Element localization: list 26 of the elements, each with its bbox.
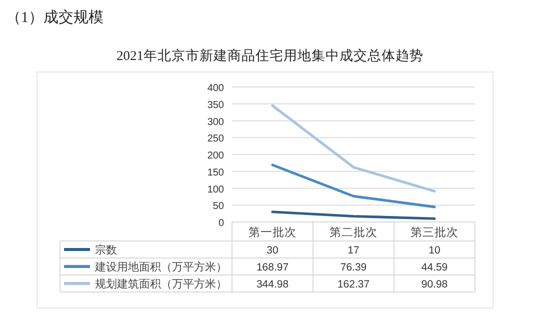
y-tick-label: 0	[218, 218, 224, 229]
legend-label: 建设用地面积（万平方米）	[94, 260, 227, 274]
annotation: （1）成交规模	[6, 10, 104, 26]
data-label: 10	[428, 244, 440, 256]
y-tick-label: 50	[212, 201, 224, 212]
x-tick-label: 第二批次	[330, 226, 378, 239]
data-label: 44.59	[421, 262, 448, 274]
y-tick-label: 250	[207, 134, 224, 145]
x-tick-label: 第三批次	[410, 226, 458, 239]
title: 2021年北京市新建商品住宅用地集中成交总体趋势	[116, 48, 424, 63]
x-tick-label: 第一批次	[248, 226, 296, 239]
legend-label: 宗数	[95, 244, 117, 256]
data-label: 168.97	[256, 262, 289, 274]
data-label: 76.39	[340, 262, 367, 274]
data-label: 17	[348, 244, 360, 256]
y-tick-label: 350	[207, 100, 224, 111]
y-tick-label: 400	[207, 83, 224, 94]
data-label: 344.98	[256, 278, 289, 290]
data-label: 162.37	[337, 278, 370, 290]
y-tick-label: 100	[207, 184, 224, 196]
y-tick-label: 200	[207, 150, 224, 162]
legend-label: 规划建筑面积（万平方米）	[95, 278, 227, 290]
data-label: 90.98	[421, 278, 448, 290]
data-label: 30	[266, 244, 278, 256]
y-tick-label: 300	[207, 116, 224, 128]
y-tick-label: 150	[207, 167, 224, 178]
